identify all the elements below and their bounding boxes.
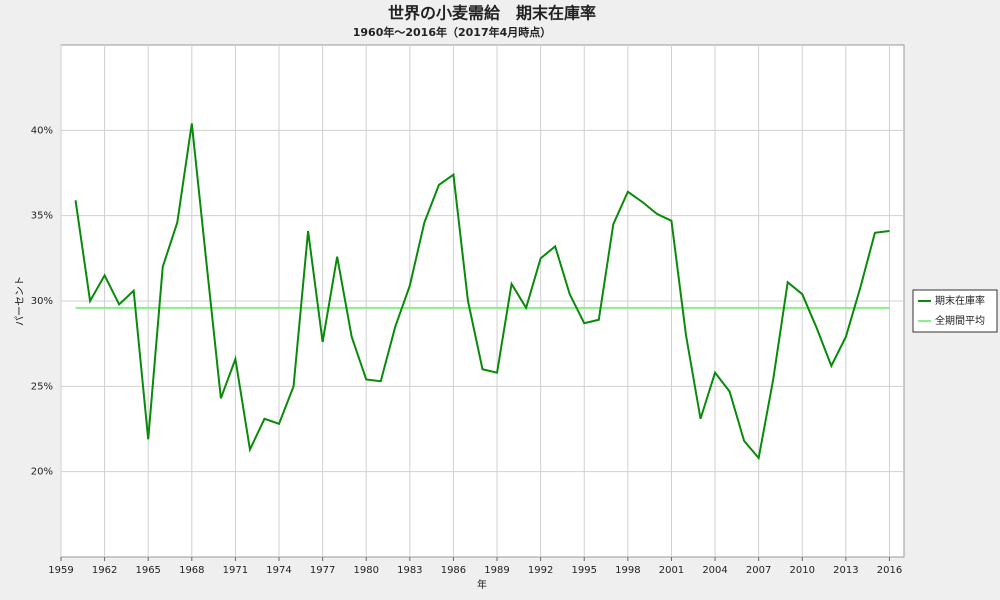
legend-box (912, 289, 998, 333)
y-tick-label: 25% (31, 381, 53, 392)
x-axis-label: 年 (477, 578, 487, 591)
y-tick-label: 20% (31, 467, 53, 478)
x-tick-label: 1983 (397, 565, 422, 576)
x-tick-label: 1986 (441, 565, 466, 576)
y-tick-label: 40% (31, 125, 53, 136)
x-tick-label: 2007 (746, 565, 771, 576)
chart-subtitle: 1960年～2016年（2017年4月時点） (353, 25, 552, 39)
x-tick-label: 2004 (702, 565, 727, 576)
x-tick-label: 2013 (833, 565, 858, 576)
x-tick-label: 1971 (223, 565, 248, 576)
legend-label: 期末在庫率 (935, 294, 985, 307)
x-tick-label: 1989 (484, 565, 509, 576)
x-tick-label: 1959 (48, 565, 73, 576)
x-tick-label: 1992 (528, 565, 553, 576)
x-tick-label: 1995 (572, 565, 597, 576)
x-tick-label: 1968 (179, 565, 204, 576)
x-tick-label: 1977 (310, 565, 335, 576)
x-tick-label: 2010 (790, 565, 815, 576)
x-tick-label: 1998 (615, 565, 640, 576)
x-tick-label: 1980 (353, 565, 378, 576)
legend-label: 全期間平均 (935, 314, 985, 327)
x-tick-label: 1962 (92, 565, 117, 576)
x-tick-label: 1974 (266, 565, 291, 576)
line-series (74, 123, 890, 461)
y-tick-label: 35% (31, 211, 53, 222)
x-tick-label: 2016 (877, 565, 902, 576)
chart-title: 世界の小麦需給 期末在庫率 (388, 4, 596, 23)
x-tick-label: 1965 (135, 565, 160, 576)
y-tick-label: 30% (31, 296, 53, 307)
y-axis-label: パーセント (14, 276, 26, 326)
x-tick-label: 2001 (659, 565, 684, 576)
